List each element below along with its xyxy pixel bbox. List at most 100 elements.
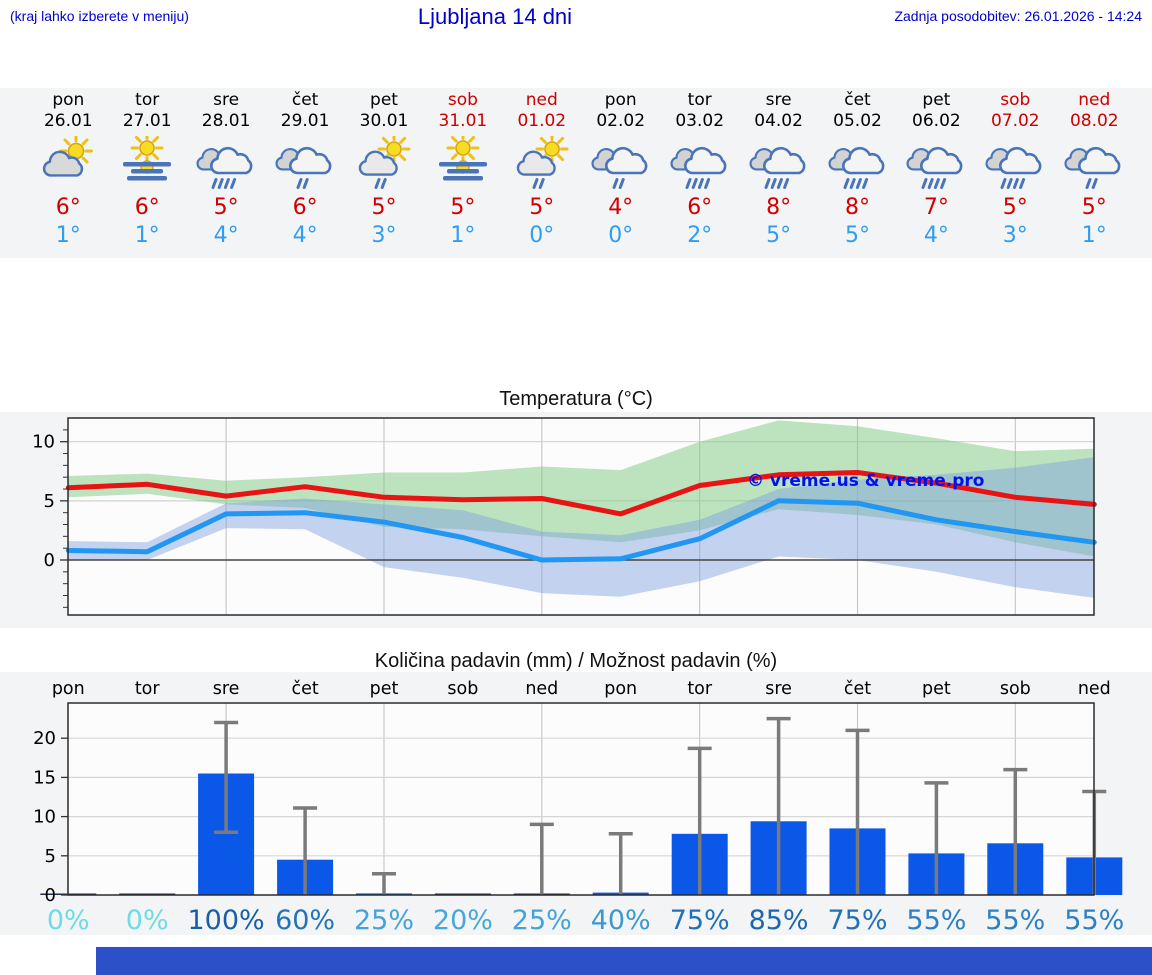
day-date: 05.02 — [833, 111, 882, 131]
day-tmin: 4° — [923, 223, 949, 248]
rain-heavy-icon — [670, 146, 727, 189]
day-cell-26.01: pon 26.01 6° 1° — [29, 88, 107, 258]
day-date: 07.02 — [990, 111, 1040, 131]
precip-probability: 25% — [354, 905, 414, 936]
watermark: © vreme.us & vreme.pro — [747, 471, 984, 491]
day-date: 28.01 — [201, 111, 251, 131]
precip-probability: 25% — [512, 905, 572, 936]
precip-whisker — [371, 872, 396, 895]
day-name: sre — [213, 90, 240, 110]
day-cell-30.01: pet 30.01 5° 3° — [345, 88, 423, 258]
day-tmax: 5° — [371, 195, 397, 220]
precip-day-label: čet — [844, 679, 871, 699]
day-tmin: 4° — [292, 223, 318, 248]
day-cell-07.02: sob 07.02 5° 3° — [976, 88, 1054, 258]
day-tmax: 6° — [55, 195, 81, 220]
precip-whisker — [845, 728, 870, 895]
day-cell-29.01: čet 29.01 6° 4° — [266, 88, 344, 258]
precip-whisker — [766, 716, 791, 895]
day-tmax: 5° — [1002, 195, 1028, 220]
precip-whisker — [924, 781, 949, 895]
precip-day-label: sre — [213, 679, 240, 699]
precip-ytick: 0 — [45, 885, 56, 906]
precip-day-label: čet — [291, 679, 318, 699]
forecast-strip: pon 26.01 6° 1° tor 27.01 6° 1° sre 28.01 5° 4° čet 2… — [0, 88, 1152, 258]
precip-day-label: pon — [52, 679, 85, 699]
temp-min-band — [68, 457, 1095, 598]
day-tmin: 2° — [687, 223, 713, 248]
day-date: 03.02 — [675, 111, 725, 131]
day-cell-08.02: ned 08.02 5° 1° — [1055, 88, 1133, 258]
day-name: sob — [447, 90, 478, 110]
precip-day-label: sob — [447, 679, 478, 699]
precip-probability: 40% — [591, 905, 651, 936]
footer-bar — [96, 947, 1152, 975]
day-tmin: 1° — [450, 223, 476, 248]
day-tmin: 1° — [55, 223, 81, 248]
precip-probability: 55% — [906, 905, 966, 936]
rain-heavy-icon — [906, 146, 963, 189]
rain-heavy-icon — [749, 146, 805, 189]
precip-probability: 0% — [126, 905, 169, 936]
precip-ytick: 10 — [33, 807, 56, 828]
day-cell-01.02: ned 01.02 5° 0° — [503, 88, 581, 258]
precip-probability: 0% — [47, 905, 90, 936]
day-cell-31.01: sob 31.01 5° 1° — [424, 88, 502, 258]
precip-probability: 55% — [985, 905, 1045, 936]
precip-day-label: pet — [922, 679, 951, 699]
sun-fog-icon — [123, 136, 172, 181]
temp-chart-title: Temperatura (°C) — [499, 388, 653, 410]
precip-ytick: 20 — [33, 728, 56, 749]
precip-probability: 60% — [275, 905, 335, 936]
last-update: Zadnja posodobitev: 26.01.2026 - 14:24 — [894, 8, 1142, 24]
day-date: 29.01 — [280, 111, 330, 131]
sun-fog-icon — [438, 136, 487, 181]
day-tmax: 6° — [292, 195, 318, 220]
precip-day-label: tor — [687, 679, 713, 699]
day-date: 02.02 — [596, 111, 646, 131]
day-cell-28.01: sre 28.01 5° 4° — [187, 88, 265, 258]
rain-light-icon — [591, 146, 648, 189]
day-date: 31.01 — [438, 111, 488, 131]
precip-day-label: sob — [1000, 679, 1031, 699]
temp-max-band — [68, 420, 1095, 557]
day-name: sre — [765, 90, 792, 110]
temp-ytick: 10 — [32, 432, 55, 453]
precip-day-label: ned — [1078, 679, 1111, 699]
sun-cloud-rain-icon — [516, 136, 569, 189]
day-tmax: 6° — [687, 195, 713, 220]
precip-probability: 20% — [433, 905, 493, 936]
precipitation-chart: Količina padavin (mm) / Možnost padavin … — [0, 645, 1152, 937]
day-date: 04.02 — [754, 111, 803, 131]
precip-day-label: ned — [525, 679, 558, 699]
precip-day-label: tor — [135, 679, 161, 699]
sun-cloud-rain-icon — [358, 136, 411, 189]
rain-light-icon — [275, 146, 332, 189]
day-name: pon — [604, 90, 637, 110]
rain-heavy-icon — [985, 146, 1042, 189]
day-name: čet — [844, 90, 871, 110]
day-name: tor — [687, 90, 712, 110]
day-name: ned — [525, 90, 558, 110]
day-cell-03.02: tor 03.02 6° 2° — [661, 88, 739, 258]
day-tmin: 3° — [1002, 223, 1028, 248]
precip-whisker — [529, 822, 554, 895]
day-cell-04.02: sre 04.02 8° 5° — [740, 88, 818, 258]
temp-min-line — [65, 498, 1097, 563]
temp-max-line — [65, 470, 1097, 517]
precip-whisker — [293, 806, 318, 895]
precip-whisker — [1003, 767, 1028, 895]
day-date: 01.02 — [517, 111, 567, 131]
day-cell-27.01: tor 27.01 6° 1° — [108, 88, 186, 258]
day-date: 30.01 — [359, 111, 409, 131]
day-tmin: 0° — [529, 223, 555, 248]
day-tmax: 8° — [766, 195, 792, 220]
day-date: 27.01 — [122, 111, 172, 131]
day-tmin: 1° — [1081, 223, 1107, 248]
day-name: čet — [291, 90, 319, 110]
day-tmin: 3° — [371, 223, 397, 248]
precip-day-label: sre — [765, 679, 792, 699]
day-tmax: 8° — [845, 195, 870, 220]
temp-ytick: 5 — [44, 491, 55, 512]
